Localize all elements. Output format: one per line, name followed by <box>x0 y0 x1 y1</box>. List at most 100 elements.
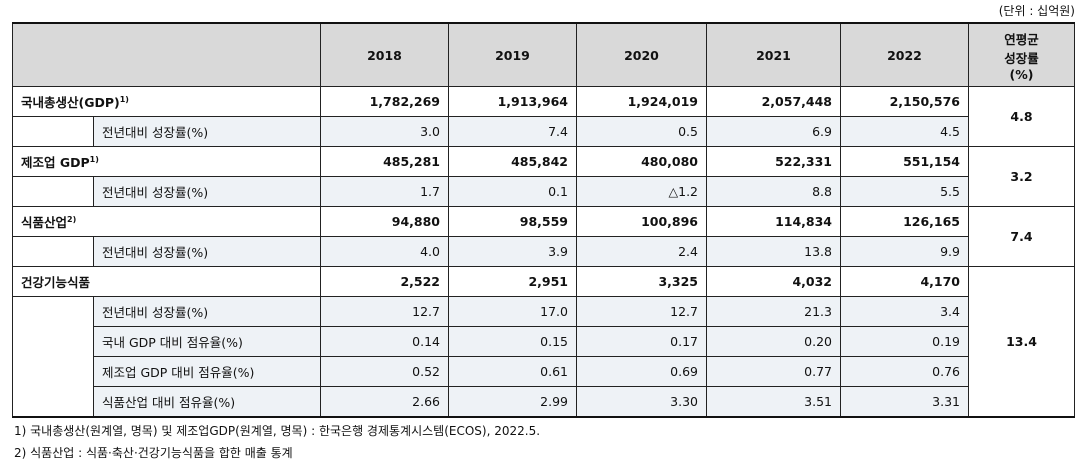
value-cell: 2,057,448 <box>706 86 841 117</box>
value-cell: 0.17 <box>576 326 707 357</box>
year-header: 2021 <box>706 22 841 87</box>
header-blank <box>12 22 321 87</box>
value-cell: 4,170 <box>840 266 969 297</box>
value-cell: 21.3 <box>706 296 841 327</box>
row-label: 전년대비 성장률(%) <box>93 296 321 327</box>
value-cell: 2,522 <box>320 266 449 297</box>
avg-growth-cell: 7.4 <box>968 206 1075 267</box>
indent-cell <box>12 296 94 327</box>
value-cell: 480,080 <box>576 146 707 177</box>
value-cell: 9.9 <box>840 236 969 267</box>
value-cell: 2.99 <box>448 386 577 418</box>
value-cell: 3.31 <box>840 386 969 418</box>
value-cell: 3.51 <box>706 386 841 418</box>
value-cell: 551,154 <box>840 146 969 177</box>
value-cell: 98,559 <box>448 206 577 237</box>
value-cell: 522,331 <box>706 146 841 177</box>
value-cell: 8.8 <box>706 176 841 207</box>
footnotes: 1) 국내총생산(원계열, 명목) 및 제조업GDP(원계열, 명목) : 한국… <box>14 420 540 464</box>
table-row: 전년대비 성장률(%) 1.7 0.1 △1.2 8.8 5.5 <box>12 176 1075 207</box>
indent-cell <box>12 116 94 147</box>
avg-growth-cell: 4.8 <box>968 86 1075 147</box>
indent-cell <box>12 356 94 387</box>
value-cell: 0.1 <box>448 176 577 207</box>
value-cell: 17.0 <box>448 296 577 327</box>
value-cell: 12.7 <box>320 296 449 327</box>
value-cell: 100,896 <box>576 206 707 237</box>
table-row: 국내총생산(GDP)1) 1,782,269 1,913,964 1,924,019 2… <box>12 86 1075 147</box>
value-cell: 0.76 <box>840 356 969 387</box>
indent-cell <box>12 176 94 207</box>
value-cell: 4.0 <box>320 236 449 267</box>
year-header: 2022 <box>840 22 969 87</box>
value-cell: 2,150,576 <box>840 86 969 117</box>
value-cell: 1,782,269 <box>320 86 449 117</box>
value-cell: 1.7 <box>320 176 449 207</box>
value-cell: 94,880 <box>320 206 449 237</box>
row-label: 국내총생산(GDP)1) <box>12 86 321 117</box>
value-cell: 0.20 <box>706 326 841 357</box>
row-label: 국내 GDP 대비 점유율(%) <box>93 326 321 357</box>
header-row: 2018 2019 2020 2021 2022 연평균 성장률 (%) <box>12 22 1075 87</box>
row-label: 전년대비 성장률(%) <box>93 176 321 207</box>
table-row: 건강기능식품 2,522 2,951 3,325 4,032 4,170 13.4 <box>12 266 1075 418</box>
row-label: 식품산업 대비 점유율(%) <box>93 386 321 418</box>
row-label: 전년대비 성장률(%) <box>93 116 321 147</box>
row-label: 제조업 GDP1) <box>12 146 321 177</box>
value-cell: 3.4 <box>840 296 969 327</box>
row-label: 제조업 GDP 대비 점유율(%) <box>93 356 321 387</box>
table-row: 제조업 GDP 대비 점유율(%) 0.52 0.61 0.69 0.77 0.76 <box>12 356 1075 387</box>
year-header: 2019 <box>448 22 577 87</box>
value-cell: 3.0 <box>320 116 449 147</box>
statistics-table: 2018 2019 2020 2021 2022 연평균 성장률 (%) 국내총생산(GDP)1… <box>12 22 1075 418</box>
value-cell: 7.4 <box>448 116 577 147</box>
value-cell: 0.14 <box>320 326 449 357</box>
value-cell: 5.5 <box>840 176 969 207</box>
value-cell: 13.8 <box>706 236 841 267</box>
avg-growth-header: 연평균 성장률 (%) <box>968 22 1075 87</box>
footnote: 1) 국내총생산(원계열, 명목) 및 제조업GDP(원계열, 명목) : 한국… <box>14 424 541 438</box>
avg-growth-cell: 13.4 <box>968 266 1075 418</box>
value-cell: 1,924,019 <box>576 86 707 117</box>
value-cell: 6.9 <box>706 116 841 147</box>
value-cell: 12.7 <box>576 296 707 327</box>
value-cell: 3,325 <box>576 266 707 297</box>
value-cell: 126,165 <box>840 206 969 237</box>
avg-growth-cell: 3.2 <box>968 146 1075 207</box>
table-row: 식품산업2) 94,880 98,559 100,896 114,834 126,165 7… <box>12 206 1075 267</box>
value-cell: 4.5 <box>840 116 969 147</box>
year-header: 2020 <box>576 22 707 87</box>
indent-cell <box>12 236 94 267</box>
table-row: 국내 GDP 대비 점유율(%) 0.14 0.15 0.17 0.20 0.19 <box>12 326 1075 357</box>
value-cell: 3.9 <box>448 236 577 267</box>
year-header: 2018 <box>320 22 449 87</box>
value-cell: 0.69 <box>576 356 707 387</box>
value-cell: △1.2 <box>576 176 707 207</box>
table-row: 제조업 GDP1) 485,281 485,842 480,080 522,331 551… <box>12 146 1075 207</box>
value-cell: 2.4 <box>576 236 707 267</box>
indent-cell <box>12 326 94 357</box>
value-cell: 2,951 <box>448 266 577 297</box>
row-label: 전년대비 성장률(%) <box>93 236 321 267</box>
footnote: 2) 식품산업 : 식품·축산·건강기능식품을 합한 매출 통계 <box>14 446 293 460</box>
value-cell: 485,281 <box>320 146 449 177</box>
value-cell: 2.66 <box>320 386 449 418</box>
row-label: 식품산업2) <box>12 206 321 237</box>
value-cell: 0.15 <box>448 326 577 357</box>
table-row: 전년대비 성장률(%) 3.0 7.4 0.5 6.9 4.5 <box>12 116 1075 147</box>
value-cell: 0.5 <box>576 116 707 147</box>
value-cell: 0.77 <box>706 356 841 387</box>
value-cell: 0.61 <box>448 356 577 387</box>
indent-cell <box>12 386 94 418</box>
table-row: 식품산업 대비 점유율(%) 2.66 2.99 3.30 3.51 3.31 <box>12 386 1075 418</box>
value-cell: 3.30 <box>576 386 707 418</box>
unit-label: (단위 : 십억원) <box>998 4 1075 18</box>
value-cell: 1,913,964 <box>448 86 577 117</box>
value-cell: 4,032 <box>706 266 841 297</box>
value-cell: 0.19 <box>840 326 969 357</box>
value-cell: 114,834 <box>706 206 841 237</box>
table-row: 전년대비 성장률(%) 12.7 17.0 12.7 21.3 3.4 <box>12 296 1075 327</box>
value-cell: 485,842 <box>448 146 577 177</box>
row-label: 건강기능식품 <box>12 266 321 297</box>
table-row: 전년대비 성장률(%) 4.0 3.9 2.4 13.8 9.9 <box>12 236 1075 267</box>
